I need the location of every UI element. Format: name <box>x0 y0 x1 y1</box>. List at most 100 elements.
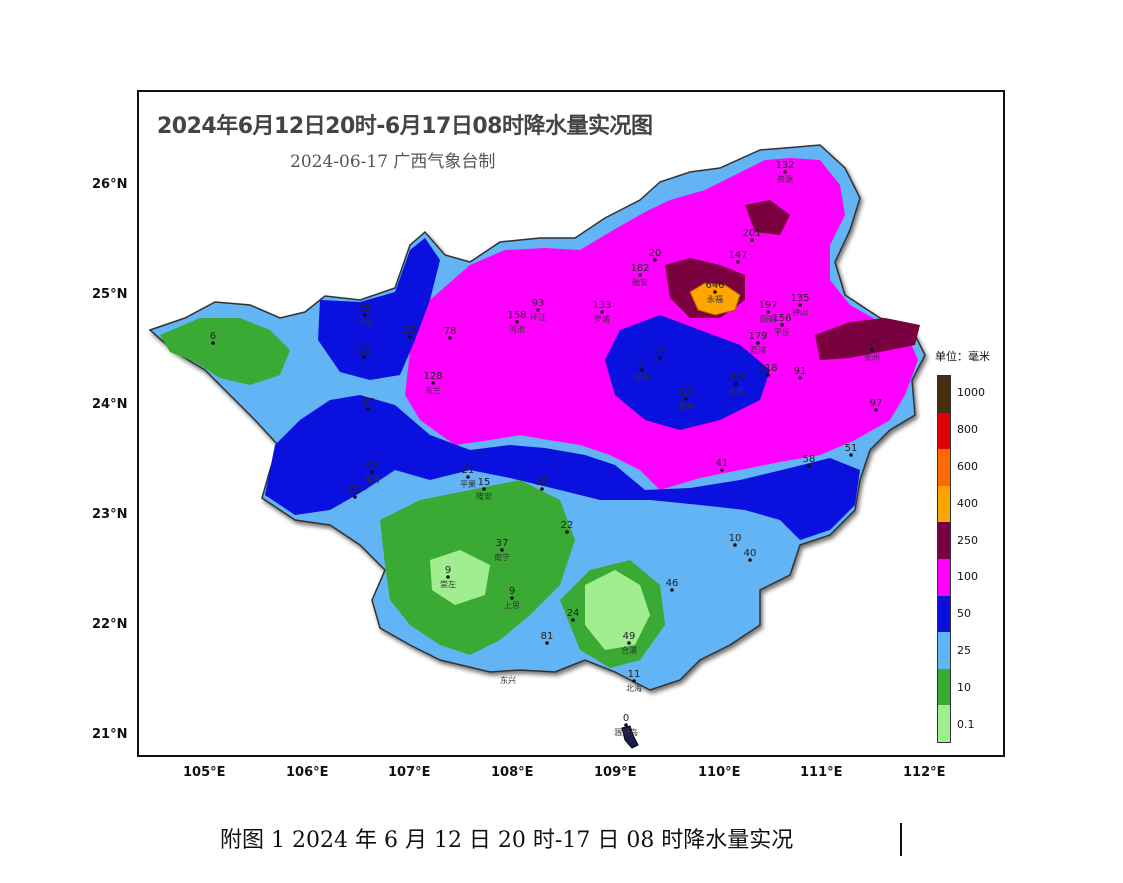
station-marker: 51 <box>845 443 857 457</box>
station-value: 24 <box>567 608 580 619</box>
station-marker: 46 <box>666 578 678 592</box>
station-value: 97 <box>870 398 883 409</box>
station-value: 81 <box>541 631 554 642</box>
station-marker: 156 平乐 <box>772 313 791 337</box>
station-value: 44 <box>366 460 379 471</box>
station-marker: 6 <box>210 331 216 345</box>
station-marker: 179 荔浦 <box>748 331 767 355</box>
station-value: 132 <box>775 160 794 171</box>
longitude-label: 106°E <box>286 765 329 780</box>
station-marker: 21 平果 <box>460 465 476 489</box>
station-name: 荔浦 <box>750 345 766 355</box>
station-value: 53 <box>349 485 362 496</box>
station-marker: 81 <box>541 631 554 645</box>
station-marker: 147 <box>728 250 748 264</box>
station-value: 78 <box>444 326 457 337</box>
legend-label: 400 <box>957 496 978 510</box>
station-value: 9 <box>445 565 451 576</box>
station-value: 168 <box>726 372 745 383</box>
station-value: 40 <box>744 548 757 559</box>
station-marker: 135 钟山 <box>790 293 809 317</box>
station-dot <box>807 464 811 468</box>
legend-swatch <box>938 412 950 450</box>
legend-label: 250 <box>957 533 978 547</box>
legend-swatch <box>938 485 950 523</box>
station-marker: 201 <box>742 228 762 242</box>
latitude-label: 24°N <box>92 397 128 412</box>
station-marker: 27 <box>362 397 375 411</box>
station-marker: 41 <box>716 458 729 472</box>
station-value: 182 <box>630 263 649 274</box>
precip-10-northwest <box>160 318 290 385</box>
station-value: 93 <box>532 298 545 309</box>
station-value: 6 <box>210 331 216 342</box>
legend-swatch <box>938 595 950 633</box>
station-marker: 118 <box>758 363 778 377</box>
precip-250-north <box>745 200 790 235</box>
legend-swatch <box>938 558 950 596</box>
station-marker: 9 崇左 <box>440 565 456 589</box>
station-dot <box>638 273 642 277</box>
station-marker: 11 北海 <box>626 669 642 693</box>
station-dot <box>545 641 549 645</box>
station-name: 东兰 <box>425 385 441 395</box>
station-dot <box>798 303 802 307</box>
station-value: 646 <box>705 280 724 291</box>
station-value: 27 <box>362 397 375 408</box>
station-marker: 133 罗城 <box>592 300 611 324</box>
station-value: 118 <box>758 363 777 374</box>
station-marker: 78 <box>444 326 457 340</box>
station-name: 象州 <box>678 401 694 411</box>
station-marker: 93 环江 <box>530 298 546 322</box>
station-value: 41 <box>716 458 729 469</box>
legend-label: 25 <box>957 644 971 657</box>
legend-label: 1000 <box>957 386 985 400</box>
station-value: 21 <box>462 465 475 476</box>
station-dot <box>211 341 215 345</box>
station-name: 钟山 <box>792 307 808 317</box>
station-value: 9 <box>509 586 515 597</box>
station-marker: 28 <box>654 346 666 360</box>
legend-colorbar <box>937 375 951 743</box>
station-name: 河池 <box>509 324 525 334</box>
station-dot <box>571 618 575 622</box>
station-marker: 24 <box>567 608 580 622</box>
station-marker: 16 <box>358 345 370 359</box>
station-value: 91 <box>794 366 807 377</box>
station-dot <box>627 641 631 645</box>
station-dot <box>482 487 486 491</box>
station-dot <box>766 373 770 377</box>
station-marker: 20 <box>649 248 661 262</box>
station-dot <box>362 355 366 359</box>
station-marker: 51 柳州 <box>634 358 650 382</box>
station-marker: 646 永福 <box>705 280 724 304</box>
longitude-label: 112°E <box>903 765 946 780</box>
station-marker: 182 融安 <box>630 263 649 287</box>
station-value: 128 <box>423 371 442 382</box>
station-dot <box>653 258 657 262</box>
station-value: 201 <box>742 228 761 239</box>
station-marker: 22 <box>561 520 573 534</box>
precip-400-yongfu <box>689 282 741 316</box>
station-name: 靖西 <box>364 474 380 484</box>
station-marker: 37 <box>536 477 548 491</box>
station-dot <box>849 453 853 457</box>
station-name: 资源 <box>777 174 793 184</box>
station-dot <box>783 170 787 174</box>
station-name: 阳朔 <box>760 314 776 324</box>
station-name: 隆安 <box>476 491 492 501</box>
station-name: 南宁 <box>494 552 510 562</box>
station-marker: 26 <box>404 325 416 339</box>
station-value: 179 <box>748 331 767 342</box>
station-name: 永福 <box>707 294 723 304</box>
station-value: 37 <box>496 538 509 549</box>
station-dot <box>874 408 878 412</box>
station-dot <box>736 260 740 264</box>
station-dot <box>500 548 504 552</box>
station-dot <box>363 313 367 317</box>
station-marker: 49 合浦 <box>621 631 637 655</box>
precip-50-west <box>318 238 440 380</box>
station-name: 罗城 <box>594 315 610 324</box>
station-name: 柳州 <box>634 372 650 382</box>
